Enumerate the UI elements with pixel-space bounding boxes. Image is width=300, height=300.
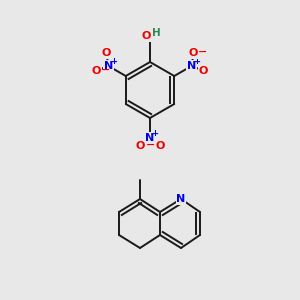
Text: N: N — [187, 61, 196, 71]
Text: +: + — [110, 58, 117, 67]
Text: N: N — [146, 133, 154, 143]
Text: −: − — [101, 65, 110, 75]
Text: −: − — [198, 47, 207, 57]
Text: O: O — [155, 141, 165, 151]
Text: O: O — [102, 48, 111, 58]
Text: O: O — [141, 31, 151, 41]
Text: O: O — [135, 141, 145, 151]
Text: N: N — [104, 61, 113, 71]
Text: +: + — [152, 130, 158, 139]
Text: −: − — [146, 140, 156, 150]
Text: O: O — [199, 66, 208, 76]
Text: O: O — [92, 66, 101, 76]
Text: H: H — [152, 28, 160, 38]
Text: +: + — [193, 58, 200, 67]
Text: N: N — [176, 194, 186, 204]
Text: O: O — [189, 48, 198, 58]
